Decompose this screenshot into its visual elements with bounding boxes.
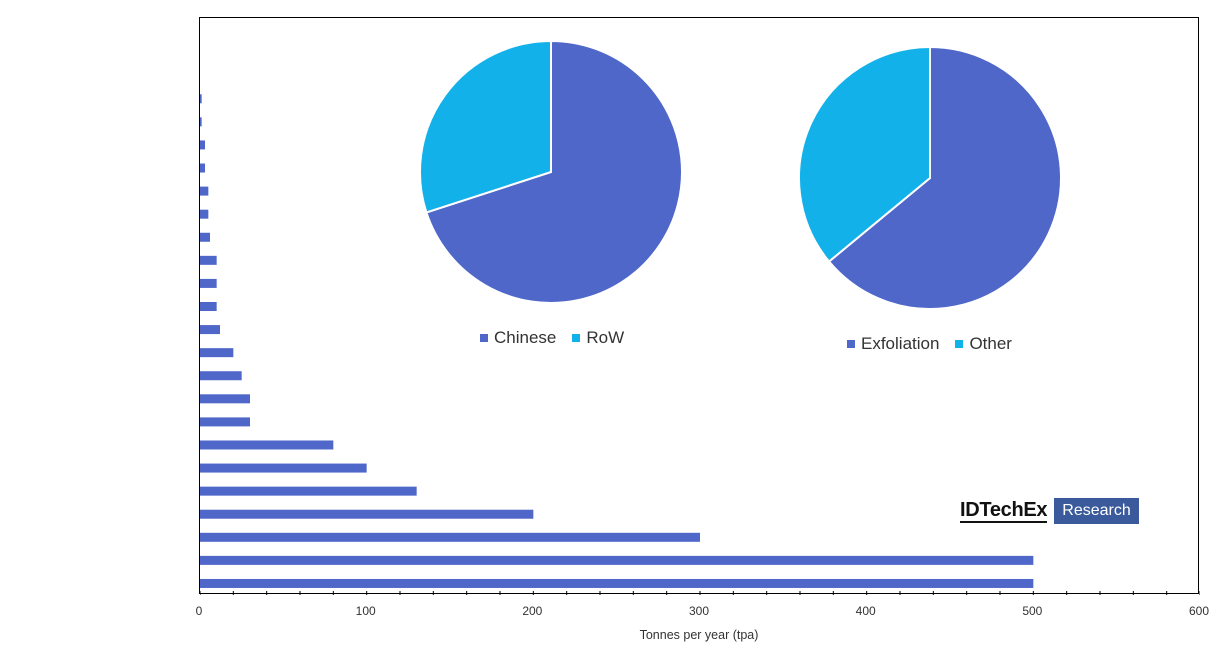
bar-14 <box>200 348 234 358</box>
x-tick-label-300: 300 <box>688 604 710 618</box>
bar-5 <box>200 140 205 150</box>
legend-swatch-other <box>955 340 964 348</box>
x-tick-label-400: 400 <box>855 604 876 618</box>
legend-item-row: RoW <box>572 328 624 348</box>
bar-7 <box>200 186 209 196</box>
pie-chart-production-method <box>798 45 1062 310</box>
pie-slice-row <box>419 39 552 214</box>
x-tick-label-0: 0 <box>195 604 203 618</box>
bar-17 <box>200 417 250 427</box>
legend-swatch-chinese <box>480 334 488 342</box>
legend-label-exfoliation: Exfoliation <box>861 334 940 353</box>
pie-slice-chinese <box>425 39 683 304</box>
idtechex-logo: IDTechEx Research <box>960 498 1139 524</box>
bar-24 <box>200 578 1034 588</box>
legend-swatch-exfoliation <box>847 340 855 348</box>
bar-19 <box>200 463 367 473</box>
bar-15 <box>200 371 242 381</box>
legend-label-other: Other <box>969 334 1012 353</box>
pie-slice-other <box>798 45 931 263</box>
legend-label-chinese: Chinese <box>494 328 557 347</box>
x-axis-title: Tonnes per year (tpa) <box>639 628 759 642</box>
pie-chart-producer-origin <box>419 39 683 304</box>
bar-22 <box>200 532 700 542</box>
bar-12 <box>200 302 217 311</box>
bar-9 <box>200 232 210 242</box>
bar-3 <box>200 94 202 104</box>
x-tick-label-100: 100 <box>355 604 376 618</box>
legend-item-other: Other <box>955 334 1012 354</box>
logo-brand-text: IDTechEx <box>960 498 1048 523</box>
pie2-legend: Exfoliation Other <box>847 334 1012 354</box>
legend-item-chinese: Chinese <box>480 328 556 348</box>
bar-13 <box>200 325 220 335</box>
pie1-legend: Chinese RoW <box>480 328 624 348</box>
bar-4 <box>200 117 202 127</box>
bar-16 <box>200 394 250 404</box>
legend-label-row: RoW <box>586 328 625 347</box>
x-tick-label-500: 500 <box>1022 604 1043 618</box>
legend-swatch-row <box>572 334 581 342</box>
pie-slice-exfoliation <box>827 45 1062 310</box>
bar-chart-svg <box>200 94 1200 595</box>
logo-research-badge: Research <box>1054 498 1139 524</box>
bar-10 <box>200 255 217 265</box>
bar-11 <box>200 278 217 288</box>
x-tick-label-200: 200 <box>522 604 543 618</box>
x-tick-label-600: 600 <box>1188 604 1210 618</box>
legend-item-exfoliation: Exfoliation <box>847 334 939 354</box>
bar-6 <box>200 163 205 173</box>
bar-18 <box>200 440 334 450</box>
bar-20 <box>200 486 417 496</box>
bar-23 <box>200 555 1034 565</box>
bar-8 <box>200 209 209 219</box>
bar-21 <box>200 509 534 519</box>
